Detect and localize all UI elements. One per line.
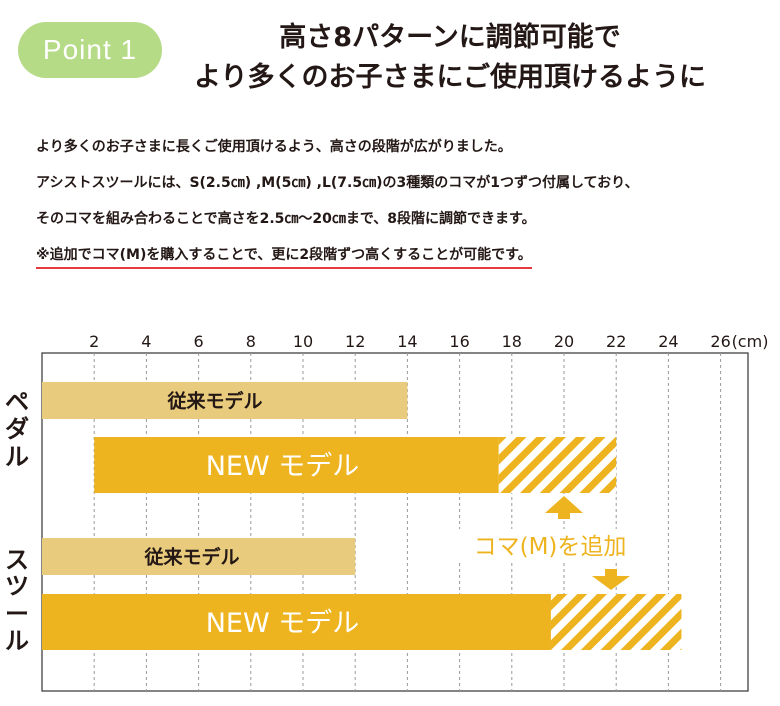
arrow-up-icon — [545, 496, 583, 519]
x-tick-label-12: 12 — [345, 332, 365, 351]
description-line-1: より多くのお子さまに長くご使用頂けるよう、高さの段階が広がりました。 — [36, 139, 512, 155]
add-piece-annotation: コマ(M)を追加 — [474, 534, 627, 560]
arrow-down-icon — [592, 569, 630, 590]
x-tick-label-20: 20 — [554, 332, 574, 351]
annotation-backdrop — [458, 529, 644, 563]
x-tick-label-14: 14 — [397, 332, 417, 351]
x-tick-label-22: 22 — [606, 332, 626, 351]
x-tick-label-16: 16 — [449, 332, 469, 351]
x-tick-label-26: 26 — [710, 332, 730, 351]
point-badge-label: Point 1 — [42, 34, 138, 65]
description-note: ※追加でコマ(M)を購入することで、更に2段階ずつ高くすることが可能です。 — [36, 248, 532, 269]
group-label-char-0-1: ダ — [5, 415, 29, 443]
x-tick-label-10: 10 — [293, 332, 313, 351]
description: より多くのお子さまに長くご使用頂けるよう、高さの段階が広がりました。 アシストス… — [36, 140, 756, 269]
headline-line-2: より多くのお子さまにご使用頂けるように — [194, 62, 706, 93]
point-badge: Point 1 — [18, 22, 162, 78]
old-model-bar-label-0: 従来モデル — [166, 390, 262, 413]
x-tick-label-24: 24 — [658, 332, 678, 351]
new-model-bar-1 — [42, 594, 551, 650]
group-label-char-1-1: ツ — [5, 572, 29, 600]
extension-bar-0 — [498, 437, 617, 493]
group-label-char-1-0: ス — [5, 546, 29, 574]
extension-bar-1 — [550, 594, 682, 650]
plot-frame — [41, 352, 749, 692]
group-label-char-0-0: ペ — [5, 388, 29, 416]
x-tick-label-8: 8 — [246, 332, 256, 351]
page-headline: 高さ8パターンに調節可能で より多くのお子さまにご使用頂けるように — [170, 18, 730, 98]
x-tick-label-6: 6 — [194, 332, 204, 351]
old-model-bar-1 — [42, 538, 356, 575]
group-label-char-1-2: ー — [5, 600, 29, 628]
new-model-bar-0 — [94, 437, 499, 493]
x-tick-label-4: 4 — [141, 332, 151, 351]
group-label-char-1-3: ル — [5, 627, 29, 655]
headline-line-1: 高さ8パターンに調節可能で — [279, 22, 621, 53]
old-model-bar-0 — [42, 382, 408, 419]
description-line-3: そのコマを組み合わることで高さを2.5㎝～20㎝まで、8段階に調節できます。 — [36, 211, 536, 227]
x-axis-unit: (cm) — [732, 332, 769, 351]
new-model-bar-label-0: NEW モデル — [206, 451, 360, 482]
new-model-bar-label-1: NEW モデル — [206, 608, 360, 639]
x-tick-label-2: 2 — [89, 332, 99, 351]
x-tick-label-18: 18 — [502, 332, 522, 351]
old-model-bar-label-1: 従来モデル — [143, 546, 239, 569]
group-label-char-0-2: ル — [5, 443, 29, 471]
description-line-2: アシストスツールには、S(2.5㎝) ,M(5㎝) ,L(7.5㎝)の3種類のコ… — [36, 175, 639, 191]
